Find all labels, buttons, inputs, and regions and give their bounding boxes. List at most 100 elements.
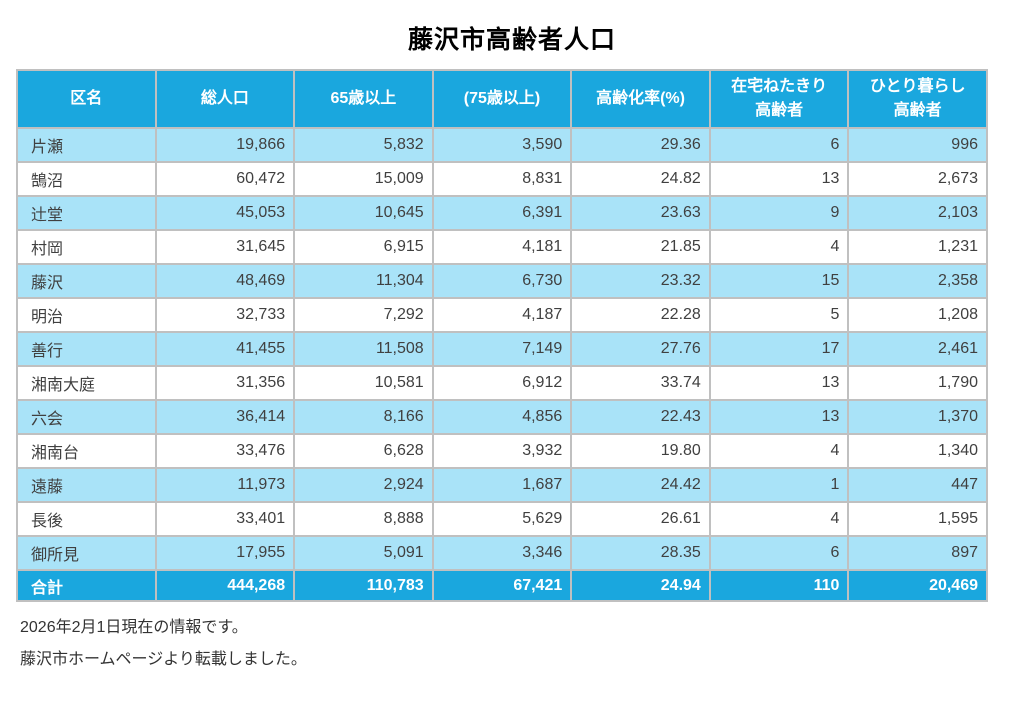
value-cell: 3,346 [431, 535, 573, 571]
column-header-5: 高齢化率(%) [570, 69, 711, 129]
value-cell: 24.42 [570, 467, 711, 503]
value-cell: 5,629 [431, 501, 573, 537]
value-cell: 17 [708, 331, 850, 367]
note-line-1: 2026年2月1日現在の情報です。 [20, 619, 248, 636]
value-cell: 24.82 [570, 161, 711, 197]
value-cell: 48,469 [154, 263, 296, 299]
value-cell: 26.61 [570, 501, 711, 537]
value-cell: 6,912 [431, 365, 573, 401]
value-cell: 23.32 [570, 263, 711, 299]
column-header-4: (75歳以上) [431, 69, 573, 129]
value-cell: 36,414 [154, 399, 296, 435]
value-cell: 447 [847, 467, 988, 503]
value-cell: 21.85 [570, 229, 711, 265]
value-cell: 2,461 [847, 331, 988, 367]
table-row: 湘南大庭 31,356 10,581 6,912 33.74 13 1,790 [16, 365, 988, 401]
table-header: 区名 総人口 65歳以上 (75歳以上) 高齢化率(%) 在宅ねたきり 高齢者 ひとり暮らし高… [16, 69, 988, 129]
total-value-cell: 110 [708, 569, 850, 602]
value-cell: 33.74 [570, 365, 711, 401]
table-body: 片瀬 19,866 5,832 3,590 29.36 6 996 鵠沼 60,472 15,00… [16, 127, 988, 571]
total-label-cell: 合計 [16, 569, 157, 602]
value-cell: 29.36 [570, 127, 711, 163]
district-cell: 湘南台 [16, 433, 157, 469]
table-row: 藤沢 48,469 11,304 6,730 23.32 15 2,358 [16, 263, 988, 299]
value-cell: 31,645 [154, 229, 296, 265]
value-cell: 4,181 [431, 229, 573, 265]
district-cell: 六会 [16, 399, 157, 435]
value-cell: 13 [708, 161, 850, 197]
table-row: 村岡 31,645 6,915 4,181 21.85 4 1,231 [16, 229, 988, 265]
value-cell: 22.43 [570, 399, 711, 435]
value-cell: 6,730 [431, 263, 573, 299]
value-cell: 15 [708, 263, 850, 299]
value-cell: 60,472 [154, 161, 296, 197]
value-cell: 6,391 [431, 195, 573, 231]
total-row: 合計 444,268 110,783 67,421 24.94 110 20,469 [16, 569, 988, 602]
district-cell: 善行 [16, 331, 157, 367]
value-cell: 1,231 [847, 229, 988, 265]
value-cell: 8,888 [293, 501, 434, 537]
table-row: 辻堂 45,053 10,645 6,391 23.63 9 2,103 [16, 195, 988, 231]
total-value-cell: 67,421 [431, 569, 573, 602]
district-cell: 御所見 [16, 535, 157, 571]
value-cell: 6,915 [293, 229, 434, 265]
note-line-2: 藤沢市ホームページより転載しました。 [20, 651, 307, 668]
value-cell: 1,790 [847, 365, 988, 401]
value-cell: 4 [708, 229, 850, 265]
value-cell: 9 [708, 195, 850, 231]
table-row: 鵠沼 60,472 15,009 8,831 24.82 13 2,673 [16, 161, 988, 197]
value-cell: 1,595 [847, 501, 988, 537]
value-cell: 33,401 [154, 501, 296, 537]
value-cell: 8,831 [431, 161, 573, 197]
value-cell: 5 [708, 297, 850, 333]
value-cell: 1,370 [847, 399, 988, 435]
value-cell: 22.28 [570, 297, 711, 333]
value-cell: 4 [708, 433, 850, 469]
value-cell: 3,932 [431, 433, 573, 469]
value-cell: 10,581 [293, 365, 434, 401]
column-header-2: 総人口 [154, 69, 296, 129]
value-cell: 5,091 [293, 535, 434, 571]
table-row: 片瀬 19,866 5,832 3,590 29.36 6 996 [16, 127, 988, 163]
table-row: 明治 32,733 7,292 4,187 22.28 5 1,208 [16, 297, 988, 333]
district-cell: 鵠沼 [16, 161, 157, 197]
column-header-6: 在宅ねたきり 高齢者 [708, 69, 850, 129]
value-cell: 4,187 [431, 297, 573, 333]
value-cell: 7,292 [293, 297, 434, 333]
value-cell: 6 [708, 535, 850, 571]
table-row: 湘南台 33,476 6,628 3,932 19.80 4 1,340 [16, 433, 988, 469]
value-cell: 19,866 [154, 127, 296, 163]
header-row: 区名 総人口 65歳以上 (75歳以上) 高齢化率(%) 在宅ねたきり 高齢者 ひとり暮らし高… [16, 69, 988, 129]
value-cell: 13 [708, 399, 850, 435]
value-cell: 19.80 [570, 433, 711, 469]
table-footer: 合計 444,268 110,783 67,421 24.94 110 20,469 [16, 569, 988, 602]
table-row: 善行 41,455 11,508 7,149 27.76 17 2,461 [16, 331, 988, 367]
total-value-cell: 24.94 [570, 569, 711, 602]
value-cell: 11,304 [293, 263, 434, 299]
value-cell: 897 [847, 535, 988, 571]
value-cell: 8,166 [293, 399, 434, 435]
table-row: 御所見 17,955 5,091 3,346 28.35 6 897 [16, 535, 988, 571]
column-header-1: 区名 [16, 69, 157, 129]
value-cell: 32,733 [154, 297, 296, 333]
value-cell: 2,924 [293, 467, 434, 503]
value-cell: 3,590 [431, 127, 573, 163]
value-cell: 1,208 [847, 297, 988, 333]
column-header-3: 65歳以上 [293, 69, 434, 129]
column-header-7: ひとり暮らし 高齢者 [847, 69, 988, 129]
page-title: 藤沢市高齢者人口 [407, 26, 616, 54]
value-cell: 996 [847, 127, 988, 163]
district-cell: 辻堂 [16, 195, 157, 231]
value-cell: 45,053 [154, 195, 296, 231]
value-cell: 13 [708, 365, 850, 401]
value-cell: 6 [708, 127, 850, 163]
value-cell: 41,455 [154, 331, 296, 367]
table-row: 六会 36,414 8,166 4,856 22.43 13 1,370 [16, 399, 988, 435]
district-cell: 遠藤 [16, 467, 157, 503]
value-cell: 4 [708, 501, 850, 537]
table-row: 遠藤 11,973 2,924 1,687 24.42 1 447 [16, 467, 988, 503]
value-cell: 2,103 [847, 195, 988, 231]
district-cell: 明治 [16, 297, 157, 333]
value-cell: 4,856 [431, 399, 573, 435]
value-cell: 1,340 [847, 433, 988, 469]
